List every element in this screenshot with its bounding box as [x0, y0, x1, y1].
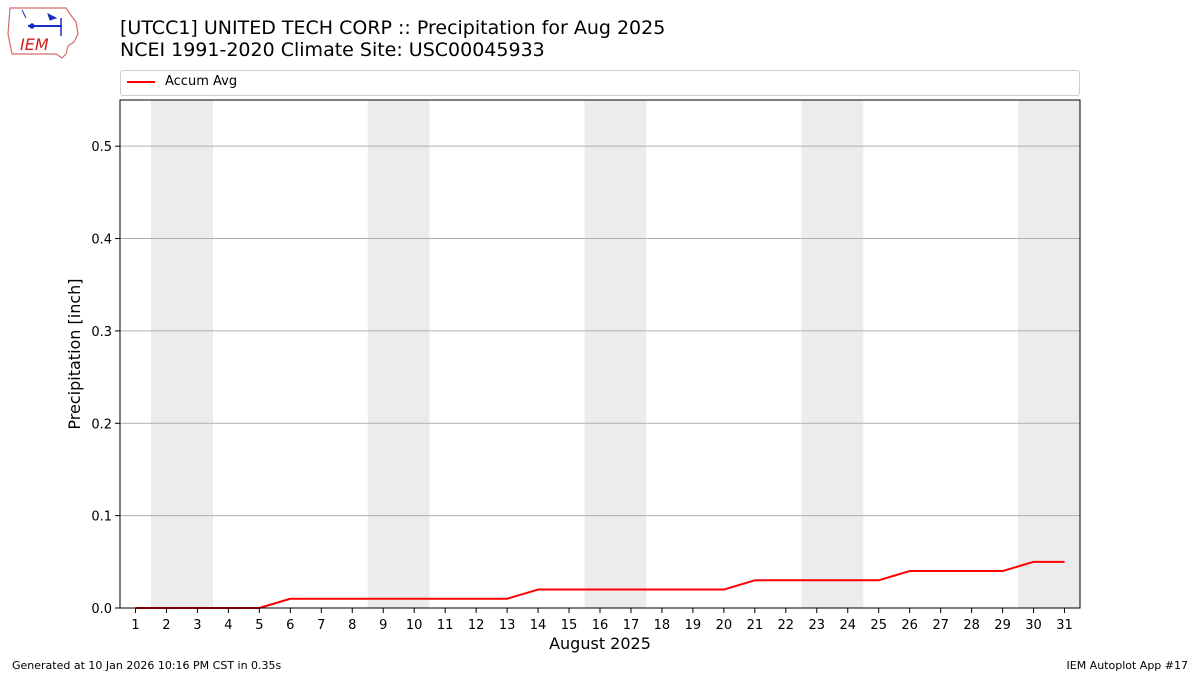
x-tick-label: 13: [499, 618, 516, 633]
y-axis-label: Precipitation [inch]: [65, 278, 84, 429]
weather-station-icon: [21, 9, 62, 36]
x-tick-label: 11: [437, 618, 454, 633]
x-tick-label: 6: [286, 618, 294, 633]
x-tick-label: 5: [255, 618, 263, 633]
y-tick-label: 0.5: [91, 140, 112, 155]
x-tick-label: 16: [592, 618, 609, 633]
x-tick-label: 7: [317, 618, 325, 633]
x-tick-label: 8: [348, 618, 356, 633]
x-tick-label: 22: [778, 618, 795, 633]
weekend-band: [367, 100, 430, 608]
y-tick-label: 0.2: [91, 417, 112, 432]
iem-logo: IEM: [7, 7, 79, 59]
y-tick-label: 0.1: [91, 510, 112, 525]
weekend-band: [584, 100, 647, 608]
weekend-shading: [150, 100, 1080, 608]
x-tick-label: 19: [685, 618, 702, 633]
x-tick-label: 1: [131, 618, 139, 633]
x-tick-label: 14: [530, 618, 547, 633]
x-tick-label: 15: [561, 618, 578, 633]
y-tick-label: 0.3: [91, 325, 112, 340]
y-tick-label: 0.4: [91, 233, 112, 248]
x-tick-label: 4: [224, 618, 232, 633]
chart-subtitle: NCEI 1991-2020 Climate Site: USC00045933: [120, 39, 545, 61]
y-axis: 0.0 0.1 0.2 0.3 0.4 0.5: [91, 140, 120, 617]
x-tick-label: 17: [623, 618, 640, 633]
x-tick-label: 23: [809, 618, 826, 633]
chart-title: [UTCC1] UNITED TECH CORP :: Precipitatio…: [120, 17, 666, 39]
grid-lines: [120, 145, 1080, 517]
x-tick-label: 28: [963, 618, 980, 633]
x-tick-label: 27: [932, 618, 949, 633]
x-axis-label: August 2025: [549, 634, 651, 653]
x-tick-label: 18: [654, 618, 671, 633]
weekend-band: [1018, 100, 1080, 608]
series-layer: [135, 560, 1065, 609]
x-axis: 1 2 3 4 5 6 7 8 9 10 11 12 13 14 15 16 17 18 19 20 21 22 23 24 2…: [131, 608, 1073, 633]
x-tick-label: 9: [379, 618, 387, 633]
x-tick-label: 2: [162, 618, 170, 633]
legend-label-accum-avg: Accum Avg: [165, 74, 238, 89]
x-tick-label: 24: [839, 618, 856, 633]
weekend-band: [801, 100, 864, 608]
x-tick-label: 25: [870, 618, 887, 633]
y-tick-label: 0.0: [91, 602, 112, 617]
logo-text: IEM: [20, 35, 49, 54]
x-tick-label: 21: [747, 618, 764, 633]
weekend-band: [150, 100, 213, 608]
x-tick-label: 31: [1056, 618, 1073, 633]
legend-swatch-accum-avg: [127, 81, 155, 83]
legend: Accum Avg: [120, 70, 1080, 96]
state-outline-icon: [7, 7, 79, 59]
x-tick-label: 12: [468, 618, 485, 633]
x-tick-label: 3: [193, 618, 201, 633]
footer-generated: Generated at 10 Jan 2026 10:16 PM CST in…: [12, 659, 282, 672]
x-tick-label: 10: [406, 618, 423, 633]
x-tick-label: 20: [716, 618, 733, 633]
x-tick-label: 26: [901, 618, 918, 633]
footer-app: IEM Autoplot App #17: [1066, 659, 1189, 672]
x-tick-label: 30: [1025, 618, 1042, 633]
x-tick-label: 29: [994, 618, 1011, 633]
series-line-accum-avg: [135, 560, 1065, 609]
